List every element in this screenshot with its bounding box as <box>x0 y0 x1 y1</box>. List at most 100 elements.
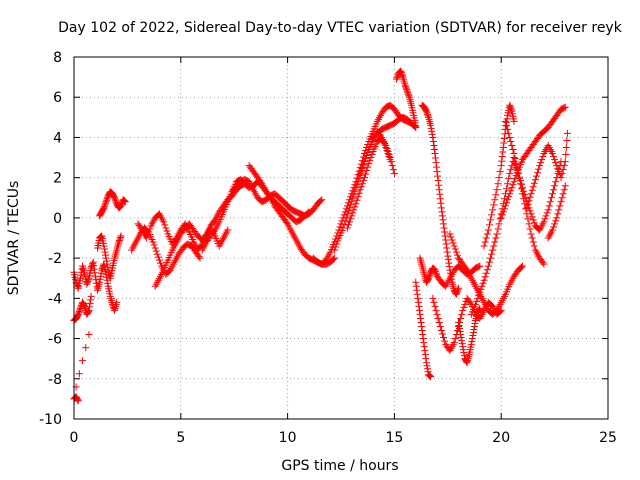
data-point <box>469 332 477 340</box>
data-point <box>476 288 484 296</box>
data-point <box>351 203 359 211</box>
series-track-18 <box>412 278 435 381</box>
data-point <box>489 246 497 254</box>
series-track-05 <box>70 393 82 405</box>
data-point <box>560 104 568 112</box>
data-point <box>455 321 463 329</box>
data-point <box>489 206 497 214</box>
data-point <box>98 266 106 274</box>
data-point <box>535 165 543 173</box>
data-point <box>462 358 470 366</box>
data-point <box>74 310 82 318</box>
data-point <box>157 259 165 267</box>
data-point <box>459 343 467 351</box>
data-point <box>560 162 568 170</box>
data-point <box>510 150 518 158</box>
data-point <box>417 318 425 326</box>
data-point <box>152 247 160 255</box>
data-point <box>460 349 468 357</box>
data-point <box>448 275 456 283</box>
data-point <box>561 158 569 166</box>
data-point <box>547 194 555 202</box>
data-point <box>482 269 490 277</box>
data-point <box>561 103 569 111</box>
data-point <box>457 331 465 339</box>
data-point <box>390 170 398 178</box>
data-point <box>434 177 442 185</box>
data-point <box>428 127 436 135</box>
series-track-12 <box>245 162 313 226</box>
data-point <box>507 166 515 174</box>
data-point <box>471 319 479 327</box>
data-point <box>366 157 374 165</box>
data-point <box>416 310 424 318</box>
data-point <box>521 191 529 199</box>
data-point <box>561 182 569 190</box>
data-point <box>431 266 439 274</box>
data-point <box>445 263 453 271</box>
data-point <box>432 268 440 276</box>
data-point <box>350 191 358 199</box>
data-point <box>462 265 470 273</box>
data-point <box>357 167 365 175</box>
data-point <box>506 103 514 111</box>
data-point <box>343 224 351 232</box>
data-point <box>151 244 159 252</box>
data-point <box>548 226 556 234</box>
data-point <box>137 224 145 232</box>
series-track-24 <box>467 154 518 318</box>
data-point <box>317 197 325 205</box>
data-point <box>550 186 558 194</box>
data-point <box>331 254 339 262</box>
data-point <box>562 144 570 151</box>
data-point <box>525 220 533 228</box>
data-point <box>224 226 232 234</box>
data-point <box>76 274 84 282</box>
data-point <box>458 337 466 345</box>
data-point <box>422 359 430 367</box>
data-point <box>421 351 429 359</box>
data-point <box>414 294 422 302</box>
data-point <box>422 355 430 363</box>
data-point <box>87 296 95 304</box>
data-point <box>331 246 339 254</box>
data-point <box>490 242 498 250</box>
data-point <box>111 194 119 202</box>
data-point <box>415 302 423 310</box>
data-point <box>506 190 514 198</box>
data-point <box>422 107 430 115</box>
data-point <box>412 282 420 290</box>
data-point <box>534 169 542 177</box>
data-point <box>398 70 406 78</box>
x-tick-label: 0 <box>70 430 79 446</box>
series-track-04 <box>96 188 129 220</box>
data-point <box>443 248 451 256</box>
series-track-25 <box>480 101 518 250</box>
data-point <box>491 196 499 204</box>
data-points <box>70 67 571 405</box>
data-point <box>509 181 517 189</box>
data-point <box>425 273 433 281</box>
data-point <box>356 186 364 194</box>
data-point <box>85 306 93 314</box>
data-point <box>499 208 507 216</box>
data-point <box>485 258 493 266</box>
data-point <box>539 153 547 161</box>
data-point <box>501 130 509 138</box>
data-point <box>474 294 482 302</box>
data-point <box>500 139 508 147</box>
data-point <box>528 234 536 242</box>
series-track-17 <box>393 67 420 129</box>
data-point <box>508 162 516 170</box>
data-point <box>516 177 524 185</box>
data-point <box>511 175 519 183</box>
data-point <box>97 233 105 241</box>
data-point <box>494 180 502 188</box>
data-point <box>482 234 490 242</box>
data-point <box>210 227 218 235</box>
data-point <box>344 221 352 229</box>
data-point <box>468 338 476 346</box>
data-point <box>456 328 464 336</box>
data-point <box>358 164 366 172</box>
data-point <box>363 152 371 160</box>
